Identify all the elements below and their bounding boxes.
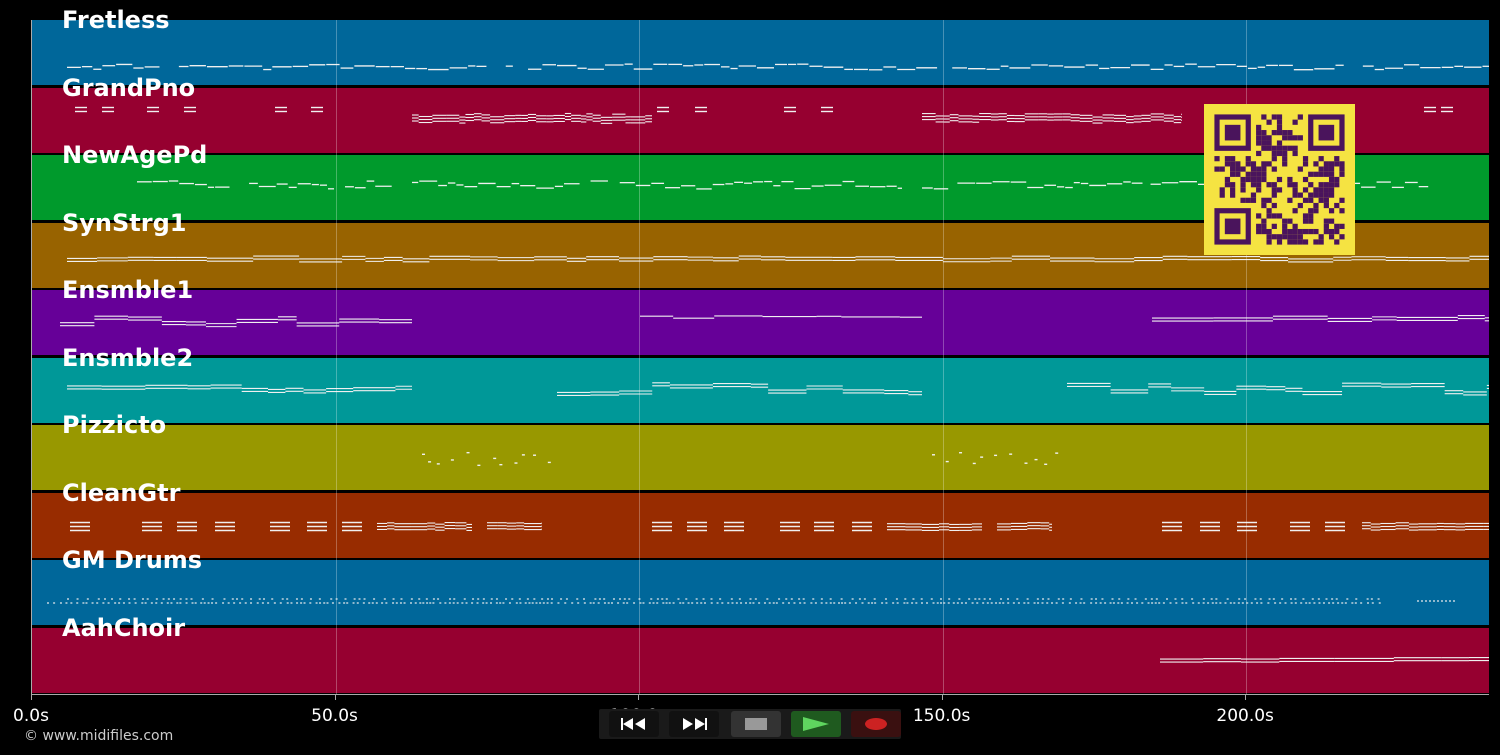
time-tick-mark [31,694,32,700]
rewind-icon [621,718,645,730]
track-lane[interactable]: Pizzicto [32,413,1489,490]
time-gridline [1246,20,1248,694]
track-name: AahChoir [62,613,186,642]
fast-forward-icon [683,718,707,730]
track-lane[interactable]: CleanGtr [32,481,1489,558]
rewind-button[interactable] [609,711,659,737]
track-lane[interactable]: AahChoir [32,616,1489,693]
track-name: SynStrg1 [62,208,187,237]
qr-code-image [1204,104,1355,255]
time-tick-label: 200.0s [1216,706,1274,726]
play-button[interactable] [791,711,841,737]
transport-controls [599,709,901,739]
time-tick-label: 0.0s [13,706,49,726]
copyright-text: © www.midifiles.com [24,728,174,744]
track-name: GrandPno [62,73,196,102]
time-tick-mark [638,694,640,700]
track-name: NewAgePd [62,141,208,169]
time-gridline [335,20,337,694]
track-name: GM Drums [62,546,203,574]
time-gridline [639,20,641,694]
time-tick-label: 50.0s [311,706,358,726]
track-name: Ensmble1 [62,276,194,304]
record-icon [865,718,887,730]
time-tick-mark [941,694,943,700]
track-lane[interactable]: GM Drums [32,548,1489,625]
track-name: CleanGtr [62,478,181,507]
stop-icon [745,718,767,730]
record-button[interactable] [851,711,901,737]
time-tick-mark [334,694,336,700]
stop-button[interactable] [731,711,781,737]
fast-forward-button[interactable] [669,711,719,737]
track-lane[interactable]: Fretless [32,8,1489,85]
play-icon [803,717,829,731]
time-tick-label: 150.0s [912,706,971,726]
time-gridline [942,20,944,694]
track-name: Pizzicto [62,411,167,439]
timeline: Fretless GrandPno NewAgePd SynStrg1 Ensmble1… [31,8,1489,695]
track-name: Ensmble2 [62,343,194,372]
track-lane[interactable]: Ensmble2 [32,346,1489,423]
track-name: Fretless [62,6,170,34]
time-tick-mark [1245,694,1247,700]
